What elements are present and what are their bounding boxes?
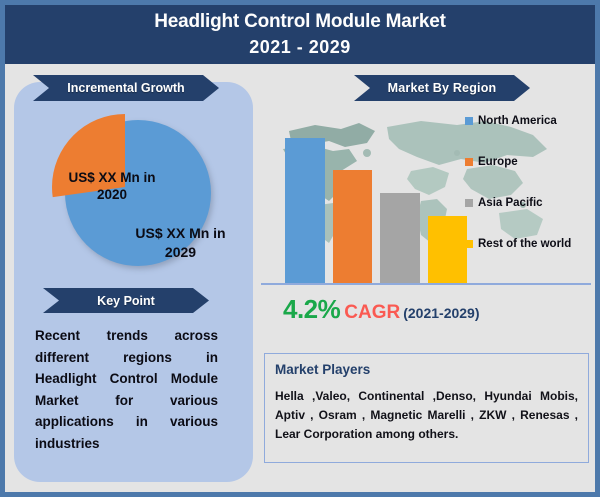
cagr-word: CAGR bbox=[344, 302, 401, 323]
ribbon-label: Market By Region bbox=[387, 81, 497, 95]
chart-legend: North America Europe Asia Pacific Rest of t… bbox=[465, 111, 597, 256]
legend-item: Rest of the world bbox=[465, 238, 571, 250]
section-header-key-point: Key Point bbox=[43, 288, 209, 313]
bar-europe bbox=[332, 169, 372, 283]
legend-swatch-icon bbox=[465, 240, 473, 248]
legend-swatch-icon bbox=[465, 158, 473, 166]
market-players-title: Market Players bbox=[275, 362, 371, 377]
title-line-2: 2021 - 2029 bbox=[249, 37, 351, 57]
bar-north-america bbox=[285, 137, 325, 283]
pie-label-2020: US$ XX Mn in 2020 bbox=[68, 170, 156, 202]
legend-swatch-icon bbox=[465, 117, 473, 125]
ribbon-label: Key Point bbox=[97, 293, 155, 308]
section-header-incremental-growth: Incremental Growth bbox=[33, 75, 219, 101]
legend-label: North America bbox=[478, 115, 557, 127]
bar-asia-pacific bbox=[380, 192, 420, 283]
cagr-callout: 4.2% CAGR (2021-2029) bbox=[283, 294, 480, 325]
section-header-market-by-region: Market By Region bbox=[354, 75, 530, 101]
cagr-value: 4.2% bbox=[283, 294, 341, 324]
title-line-1: Headlight Control Module Market bbox=[154, 11, 446, 32]
market-by-region-bar-chart bbox=[261, 105, 591, 285]
legend-item: Asia Pacific bbox=[465, 197, 543, 209]
legend-label: Asia Pacific bbox=[478, 197, 543, 209]
key-point-text: Recent trends across different regions i… bbox=[35, 328, 218, 451]
legend-label: Rest of the world bbox=[478, 238, 572, 250]
ribbon-label: Incremental Growth bbox=[67, 81, 185, 95]
pie-label-2029: US$ XX Mn in 2029 bbox=[135, 225, 226, 260]
chart-axis-line bbox=[261, 283, 591, 285]
page-title: Headlight Control Module Market 2021 - 2… bbox=[5, 5, 595, 64]
bar-rest-of-the-world bbox=[427, 216, 467, 283]
incremental-growth-pie-chart: US$ XX Mn in 2020 US$ XX Mn in 2029 bbox=[25, 109, 235, 279]
market-players-box: Market Players Hella ,Valeo, Continental… bbox=[264, 353, 589, 463]
legend-item: North America bbox=[465, 115, 557, 127]
legend-label: Europe bbox=[478, 156, 518, 168]
legend-item: Europe bbox=[465, 156, 518, 168]
cagr-year-range: (2021-2029) bbox=[403, 305, 480, 321]
bar-group bbox=[285, 123, 475, 283]
market-players-list: Hella ,Valeo, Continental ,Denso, Hyunda… bbox=[275, 389, 578, 441]
legend-swatch-icon bbox=[465, 199, 473, 207]
